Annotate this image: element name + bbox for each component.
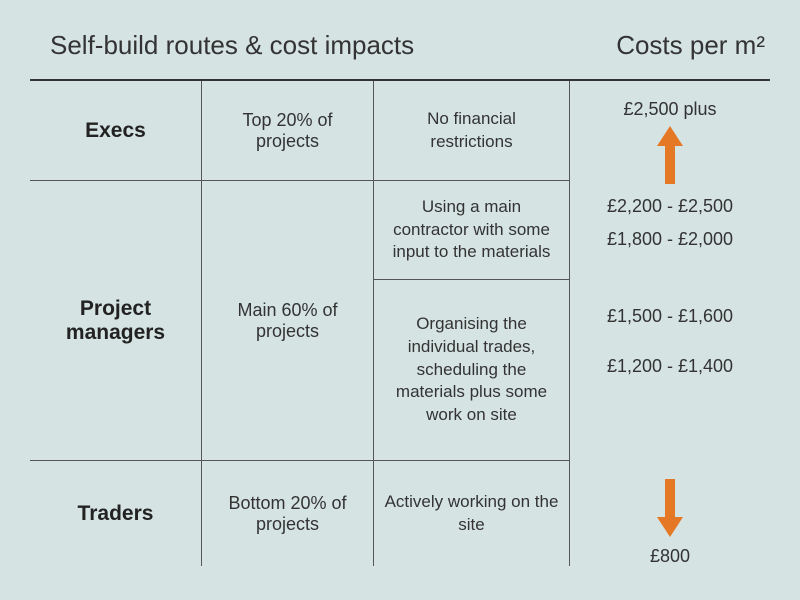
table-row: Execs Top 20% of projects No financial r… <box>30 81 569 181</box>
infographic-container: Self-build routes & cost impacts Costs p… <box>0 0 800 600</box>
cost-label: £2,500 plus <box>570 99 770 120</box>
title-left: Self-build routes & cost impacts <box>50 30 414 61</box>
role-label: Execs <box>30 81 202 180</box>
cost-label: £1,800 - £2,000 <box>570 229 770 250</box>
description-col: Actively working on the site <box>374 461 569 566</box>
cost-label: £800 <box>570 546 770 567</box>
arrow-up-icon <box>657 126 683 184</box>
role-label: Project managers <box>30 181 202 460</box>
description-col: No financial restrictions <box>374 81 569 180</box>
share-label: Top 20% of projects <box>202 81 374 180</box>
cost-column: £2,500 plus £2,200 - £2,500 £1,800 - £2,… <box>570 81 770 566</box>
cost-label: £2,200 - £2,500 <box>570 196 770 217</box>
description-cell: No financial restrictions <box>374 81 569 180</box>
share-label: Main 60% of projects <box>202 181 374 460</box>
share-label: Bottom 20% of projects <box>202 461 374 566</box>
cost-label: £1,200 - £1,400 <box>570 356 770 377</box>
table-row: Traders Bottom 20% of projects Actively … <box>30 461 569 566</box>
left-table: Execs Top 20% of projects No financial r… <box>30 81 570 566</box>
title-right: Costs per m² <box>616 30 765 61</box>
description-cell: Actively working on the site <box>374 461 569 566</box>
description-cell: Using a main contractor with some input … <box>374 181 569 280</box>
description-col: Using a main contractor with some input … <box>374 181 569 460</box>
grid: Execs Top 20% of projects No financial r… <box>30 81 770 566</box>
description-cell: Organising the individual trades, schedu… <box>374 280 569 460</box>
arrow-down-icon <box>657 479 683 537</box>
cost-label: £1,500 - £1,600 <box>570 306 770 327</box>
role-label: Traders <box>30 461 202 566</box>
table-row: Project managers Main 60% of projects Us… <box>30 181 569 461</box>
header: Self-build routes & cost impacts Costs p… <box>30 20 770 81</box>
